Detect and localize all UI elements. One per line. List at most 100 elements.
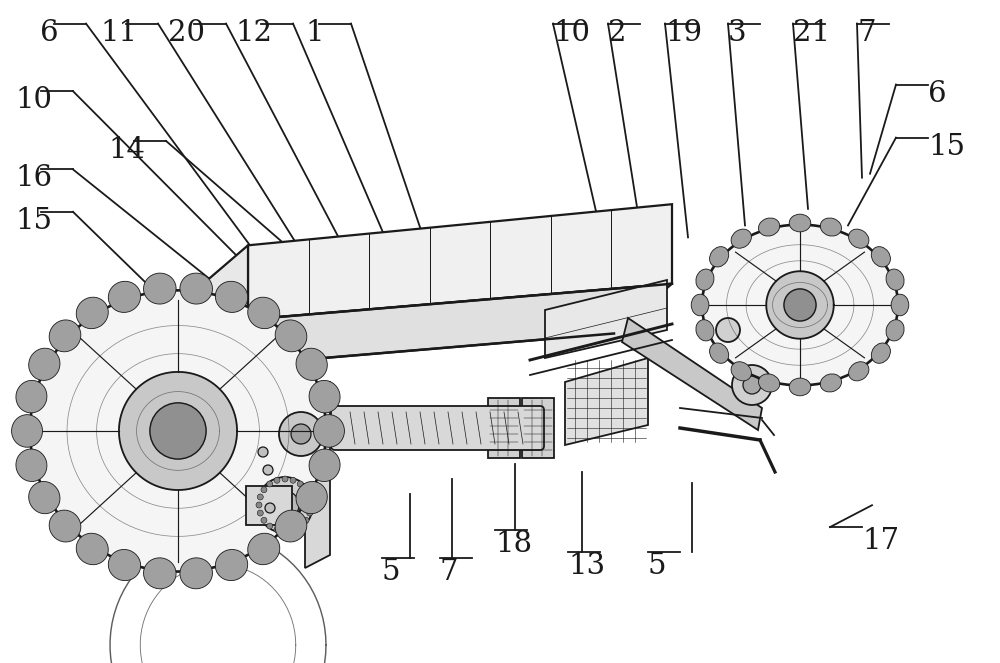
- Circle shape: [307, 510, 313, 516]
- Text: 17: 17: [862, 527, 899, 555]
- Ellipse shape: [849, 362, 869, 381]
- Ellipse shape: [180, 273, 212, 304]
- Ellipse shape: [16, 381, 47, 413]
- Ellipse shape: [248, 297, 280, 329]
- Ellipse shape: [296, 481, 327, 514]
- Polygon shape: [190, 284, 672, 369]
- Ellipse shape: [759, 218, 780, 236]
- Ellipse shape: [215, 550, 248, 581]
- Ellipse shape: [871, 247, 890, 267]
- Ellipse shape: [215, 281, 248, 312]
- Text: 2: 2: [608, 19, 626, 46]
- Ellipse shape: [886, 320, 904, 341]
- Ellipse shape: [309, 381, 340, 413]
- Circle shape: [307, 494, 313, 500]
- Ellipse shape: [691, 294, 709, 316]
- Text: 21: 21: [793, 19, 830, 46]
- Ellipse shape: [296, 348, 327, 381]
- Circle shape: [257, 477, 313, 533]
- Ellipse shape: [891, 294, 909, 316]
- Circle shape: [291, 424, 311, 444]
- Polygon shape: [702, 225, 898, 385]
- Text: 6: 6: [928, 80, 947, 107]
- Text: 3: 3: [728, 19, 747, 46]
- Polygon shape: [272, 382, 330, 478]
- Text: 19: 19: [665, 19, 702, 46]
- Ellipse shape: [710, 247, 729, 267]
- Text: 18: 18: [495, 530, 532, 558]
- Text: 15: 15: [15, 207, 52, 235]
- Circle shape: [257, 510, 263, 516]
- Circle shape: [267, 523, 273, 529]
- Ellipse shape: [731, 362, 751, 381]
- Text: 1: 1: [305, 19, 324, 46]
- Ellipse shape: [76, 533, 108, 565]
- Ellipse shape: [248, 533, 280, 565]
- Text: 6: 6: [40, 19, 59, 46]
- Circle shape: [297, 523, 303, 529]
- Circle shape: [280, 500, 290, 510]
- Circle shape: [308, 502, 314, 508]
- Text: 14: 14: [108, 136, 145, 164]
- Text: 7: 7: [440, 558, 459, 586]
- Circle shape: [265, 503, 275, 513]
- Ellipse shape: [731, 229, 751, 248]
- FancyBboxPatch shape: [331, 406, 544, 450]
- Ellipse shape: [49, 320, 81, 352]
- Ellipse shape: [820, 218, 841, 236]
- Ellipse shape: [144, 273, 176, 304]
- Text: 10: 10: [553, 19, 590, 46]
- Circle shape: [257, 494, 263, 500]
- Ellipse shape: [144, 558, 176, 589]
- Ellipse shape: [696, 269, 714, 290]
- Ellipse shape: [29, 481, 60, 514]
- Ellipse shape: [309, 449, 340, 481]
- Ellipse shape: [29, 348, 60, 381]
- Circle shape: [261, 487, 267, 493]
- Text: 5: 5: [648, 552, 666, 579]
- Circle shape: [267, 481, 273, 487]
- Ellipse shape: [108, 281, 141, 312]
- Polygon shape: [305, 462, 330, 568]
- Polygon shape: [119, 372, 237, 490]
- Circle shape: [303, 517, 309, 523]
- Ellipse shape: [710, 343, 729, 363]
- Circle shape: [290, 526, 296, 533]
- Text: 5: 5: [382, 558, 400, 586]
- Ellipse shape: [16, 449, 47, 481]
- Polygon shape: [190, 245, 248, 369]
- Polygon shape: [30, 290, 326, 572]
- Ellipse shape: [849, 229, 869, 248]
- Polygon shape: [565, 358, 648, 445]
- Circle shape: [297, 481, 303, 487]
- Text: 20: 20: [168, 19, 205, 46]
- Text: 16: 16: [15, 164, 52, 192]
- Circle shape: [732, 365, 772, 405]
- Circle shape: [290, 477, 296, 483]
- Circle shape: [274, 477, 280, 483]
- Circle shape: [263, 465, 273, 475]
- Circle shape: [282, 528, 288, 534]
- Circle shape: [150, 403, 206, 459]
- Circle shape: [256, 502, 262, 508]
- Circle shape: [279, 412, 323, 456]
- Ellipse shape: [789, 214, 811, 232]
- Circle shape: [271, 491, 299, 519]
- Polygon shape: [545, 280, 667, 358]
- Polygon shape: [248, 204, 672, 320]
- Text: 13: 13: [568, 552, 605, 579]
- Polygon shape: [522, 398, 554, 458]
- Circle shape: [261, 517, 267, 523]
- Text: 15: 15: [928, 133, 965, 160]
- Text: 7: 7: [857, 19, 876, 46]
- Ellipse shape: [275, 510, 307, 542]
- FancyBboxPatch shape: [246, 486, 292, 525]
- Polygon shape: [766, 271, 834, 339]
- Circle shape: [784, 289, 816, 321]
- Ellipse shape: [886, 269, 904, 290]
- Ellipse shape: [12, 414, 43, 448]
- Text: 10: 10: [15, 86, 52, 114]
- Circle shape: [716, 318, 740, 342]
- Ellipse shape: [871, 343, 890, 363]
- Ellipse shape: [789, 378, 811, 396]
